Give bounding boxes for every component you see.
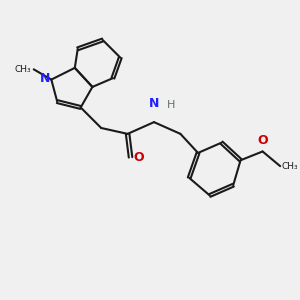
Text: N: N — [40, 72, 50, 85]
Text: O: O — [134, 151, 144, 164]
Text: CH₃: CH₃ — [14, 65, 31, 74]
Text: N: N — [149, 98, 159, 110]
Text: H: H — [167, 100, 176, 110]
Text: CH₃: CH₃ — [282, 162, 298, 171]
Text: O: O — [257, 134, 268, 147]
